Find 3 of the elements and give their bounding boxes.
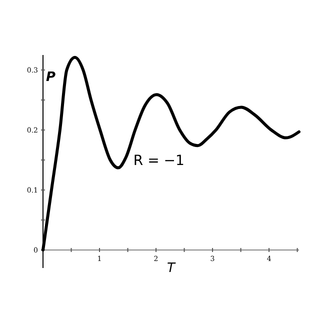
x-axis-title: T [167, 261, 176, 276]
annotation: R = −1 [133, 153, 184, 169]
y-axis-title: P [46, 70, 56, 85]
